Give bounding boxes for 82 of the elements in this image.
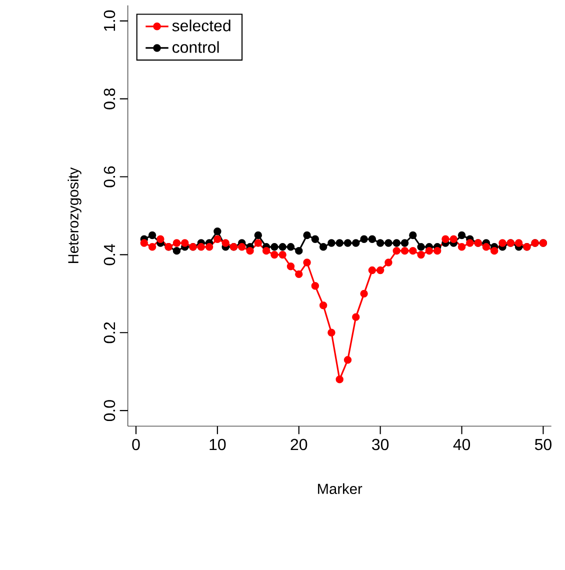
point xyxy=(466,239,474,247)
point xyxy=(278,250,286,259)
point xyxy=(172,246,180,255)
point xyxy=(294,246,303,255)
point xyxy=(376,266,384,274)
x-tick-label: 50 xyxy=(534,438,552,450)
point xyxy=(262,246,270,255)
point xyxy=(490,246,498,255)
y-tick-label: 0.8 xyxy=(104,88,115,110)
y-axis-title: Heterozygosity xyxy=(68,167,82,263)
y-tick-label: 0.6 xyxy=(104,166,115,188)
point xyxy=(270,243,278,251)
legend-label: selected xyxy=(172,20,230,32)
x-tick-label: 10 xyxy=(210,438,226,450)
point xyxy=(311,282,319,290)
point xyxy=(180,239,189,247)
point xyxy=(286,243,294,251)
point xyxy=(376,239,384,247)
point xyxy=(400,239,408,247)
x-tick-label: 40 xyxy=(453,438,470,450)
point xyxy=(311,235,319,243)
y-tick-label: 0.4 xyxy=(104,244,115,266)
point xyxy=(156,235,164,243)
point xyxy=(246,246,254,255)
point xyxy=(327,239,336,247)
legend-label: control xyxy=(172,41,219,53)
point xyxy=(286,262,294,270)
point xyxy=(344,356,352,364)
point xyxy=(408,246,417,255)
point xyxy=(433,246,442,255)
point xyxy=(254,239,262,247)
point xyxy=(368,235,376,243)
point xyxy=(319,243,328,251)
point xyxy=(400,246,408,255)
point xyxy=(294,270,303,278)
point xyxy=(303,231,311,240)
point xyxy=(213,235,222,243)
point xyxy=(458,243,466,251)
point xyxy=(222,239,230,247)
point xyxy=(352,313,360,321)
point xyxy=(213,227,222,236)
point xyxy=(140,239,148,247)
point xyxy=(172,239,180,247)
point xyxy=(360,290,368,298)
point xyxy=(327,328,336,337)
point xyxy=(278,243,286,251)
point xyxy=(450,235,458,243)
point xyxy=(384,258,392,266)
point xyxy=(238,243,246,251)
point xyxy=(392,239,400,247)
point xyxy=(458,231,466,240)
point xyxy=(392,246,400,255)
point xyxy=(498,239,506,247)
point xyxy=(368,266,376,274)
point xyxy=(482,243,490,251)
point xyxy=(352,239,360,247)
point xyxy=(360,235,368,243)
point xyxy=(303,258,311,266)
point xyxy=(441,235,450,243)
x-tick-label: 20 xyxy=(290,438,307,450)
point xyxy=(425,246,433,255)
point xyxy=(408,231,417,240)
point xyxy=(254,231,262,240)
point xyxy=(417,243,425,251)
point xyxy=(148,231,156,240)
point xyxy=(270,250,278,259)
point xyxy=(205,243,213,251)
x-tick-label: 0 xyxy=(132,438,140,450)
point xyxy=(336,239,344,247)
x-axis-title: Marker xyxy=(318,483,362,494)
y-tick-label: 0.2 xyxy=(104,322,115,344)
point xyxy=(384,239,392,247)
point xyxy=(197,243,205,251)
point xyxy=(344,239,352,247)
point xyxy=(319,302,328,310)
point xyxy=(336,376,344,384)
y-tick-label: 1.0 xyxy=(104,10,115,31)
x-tick-label: 30 xyxy=(372,438,388,450)
point xyxy=(148,243,156,251)
point xyxy=(514,239,522,247)
y-tick-label: 0.0 xyxy=(104,400,115,422)
point xyxy=(417,250,425,259)
